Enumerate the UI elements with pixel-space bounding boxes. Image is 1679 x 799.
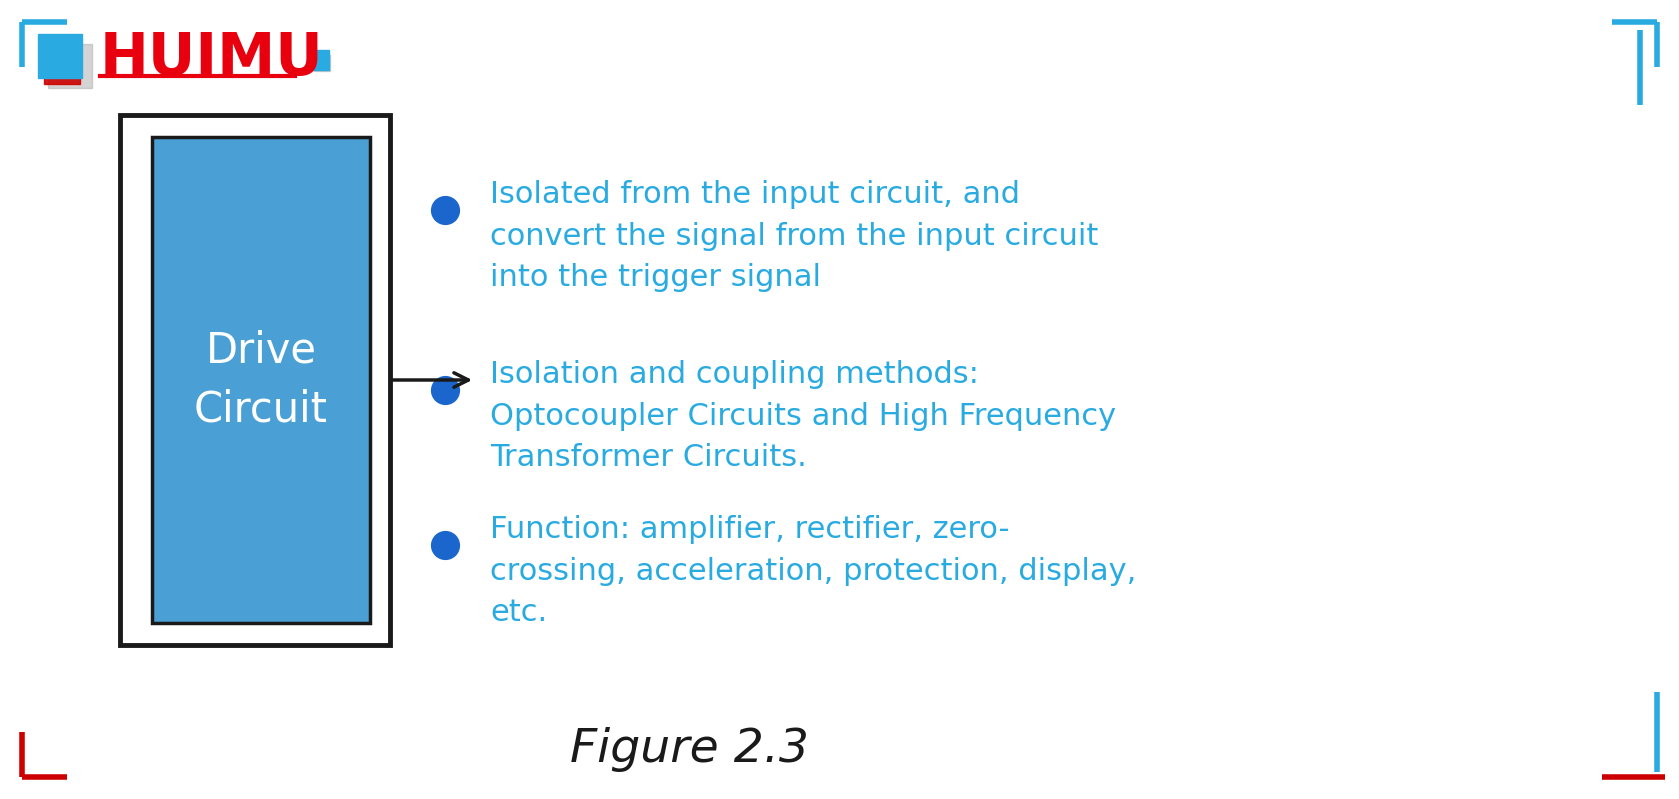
Text: Drive
Circuit: Drive Circuit: [195, 330, 327, 430]
Text: Isolation and coupling methods:
Optocoupler Circuits and High Frequency
Transfor: Isolation and coupling methods: Optocoup…: [490, 360, 1117, 472]
Bar: [309, 50, 329, 70]
Text: Figure 2.3: Figure 2.3: [571, 728, 809, 773]
Text: Function: amplifier, rectifier, zero-
crossing, acceleration, protection, displa: Function: amplifier, rectifier, zero- cr…: [490, 515, 1137, 627]
Text: Isolated from the input circuit, and
convert the signal from the input circuit
i: Isolated from the input circuit, and con…: [490, 180, 1098, 292]
Bar: [119, 115, 390, 645]
Text: HUIMU: HUIMU: [101, 30, 324, 86]
Bar: [49, 44, 92, 88]
Bar: [153, 137, 369, 623]
Bar: [44, 48, 81, 84]
Bar: [314, 55, 331, 71]
Bar: [39, 34, 82, 78]
